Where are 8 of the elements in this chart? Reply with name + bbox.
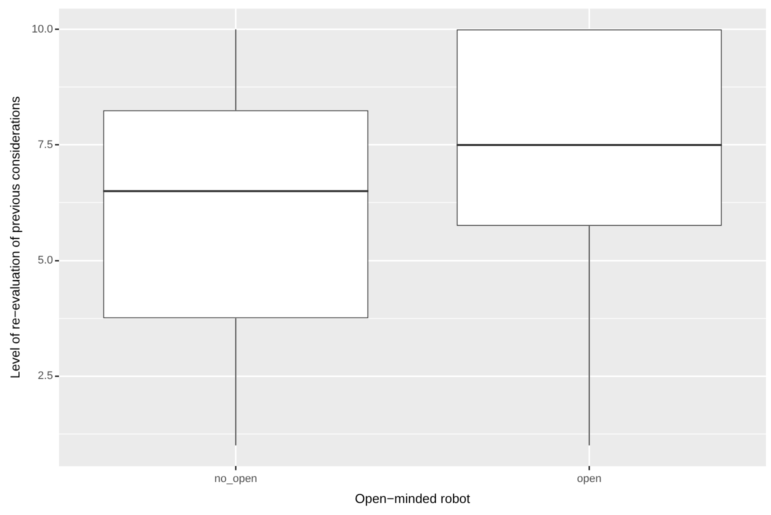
x-tick-label: no_open bbox=[214, 472, 258, 485]
y-axis-title: Level of re−evaluation of previous considerations bbox=[7, 96, 22, 379]
y-tick-label: 7.5 bbox=[38, 138, 54, 151]
y-tick-label: 5.0 bbox=[38, 254, 54, 267]
y-tick-label: 10.0 bbox=[32, 23, 54, 36]
y-tick-label: 2.5 bbox=[38, 370, 54, 382]
x-axis-title: Open−minded robot bbox=[354, 490, 471, 506]
x-tick-label: open bbox=[577, 472, 602, 485]
